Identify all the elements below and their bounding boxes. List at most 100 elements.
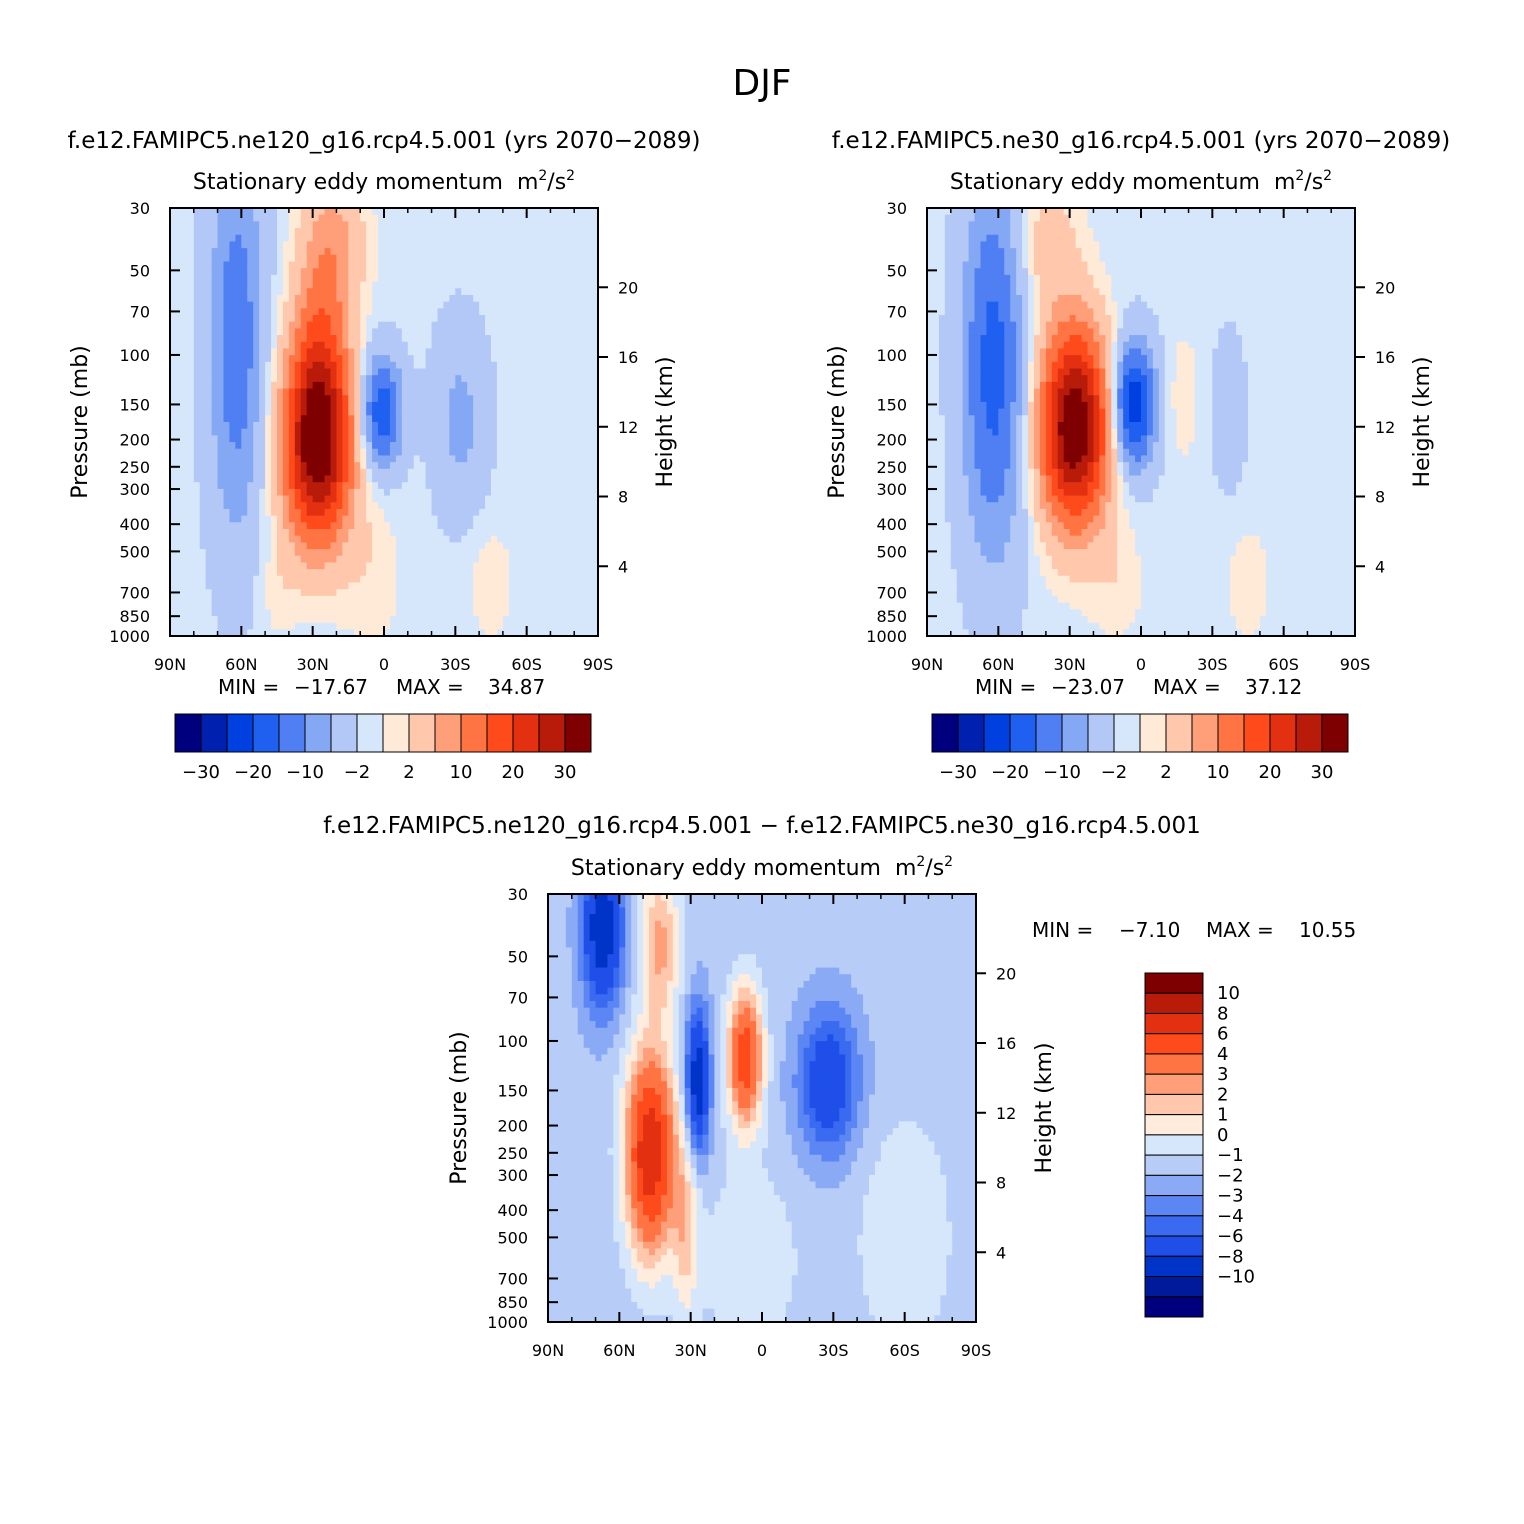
field-cell [253, 422, 260, 430]
field-cell [241, 228, 248, 236]
field-cell [556, 602, 563, 610]
field-cell [175, 575, 183, 584]
field-cell [170, 274, 177, 283]
field-cell [342, 375, 349, 383]
field-cell [366, 595, 373, 604]
field-cell [187, 569, 195, 577]
field-cell [431, 615, 439, 624]
field-cell [247, 348, 254, 356]
field-cell [520, 529, 528, 537]
field-cell [449, 482, 456, 490]
field-cell [419, 415, 427, 423]
field-cell [413, 321, 421, 329]
field-cell [455, 595, 462, 604]
field-cell [336, 468, 343, 477]
field-cell [330, 268, 338, 276]
field-cell [187, 575, 195, 584]
field-cell [384, 622, 391, 630]
field-cell [491, 595, 498, 604]
field-cell [556, 315, 563, 323]
field-cell [253, 428, 260, 436]
field-cell [449, 315, 456, 323]
colorbar-swatch [538, 713, 566, 753]
field-cell [538, 388, 546, 396]
field-cell [395, 375, 403, 383]
field-cell [223, 575, 231, 584]
field-cell [223, 288, 231, 296]
field-cell [526, 274, 534, 283]
field-cell [384, 268, 391, 276]
field-cell [342, 508, 349, 517]
field-cell [562, 355, 569, 363]
field-cell [496, 555, 504, 564]
field-cell [336, 254, 343, 263]
field-cell [312, 529, 320, 537]
field-cell [217, 248, 225, 256]
field-cell [395, 455, 403, 463]
field-cell [413, 221, 421, 229]
field-cell [170, 542, 177, 550]
field-cell [938, 428, 946, 436]
field-cell [544, 495, 552, 503]
field-cell [526, 341, 534, 350]
field-cell [354, 268, 361, 276]
field-cell [187, 274, 195, 283]
field-cell [508, 502, 516, 510]
field-cell [223, 381, 231, 390]
field-cell [342, 208, 349, 216]
field-cell [520, 475, 528, 483]
field-cell [247, 408, 254, 416]
field-cell [491, 629, 498, 637]
field-cell [514, 234, 522, 243]
field-cell [592, 408, 599, 416]
field-cell [217, 435, 225, 443]
field-cell [485, 508, 492, 517]
field-cell [431, 508, 439, 517]
field-cell [944, 348, 952, 356]
field-cell [520, 589, 528, 597]
field-cell [514, 542, 522, 550]
field-cell [419, 375, 427, 383]
field-cell [496, 268, 504, 276]
field-cell [395, 422, 403, 430]
field-cell [586, 462, 593, 470]
field-cell [927, 488, 934, 497]
field-cell [277, 555, 284, 564]
field-cell [324, 515, 332, 523]
field-cell [259, 542, 266, 550]
field-cell [294, 569, 302, 577]
field-cell [496, 381, 504, 390]
field-cell [247, 274, 254, 283]
field-cell [526, 442, 534, 450]
field-cell [354, 569, 361, 577]
field-cell [574, 254, 581, 263]
field-cell [437, 415, 445, 423]
colorbar-swatch [564, 713, 592, 753]
field-cell [467, 569, 474, 577]
field-cell [271, 569, 278, 577]
field-cell [312, 288, 320, 296]
field-cell [927, 602, 934, 610]
field-cell [378, 274, 385, 283]
field-cell [496, 515, 504, 523]
field-cell [508, 241, 516, 249]
field-cell [407, 361, 415, 370]
field-cell [568, 375, 575, 383]
field-cell [556, 274, 563, 283]
field-cell [550, 535, 557, 543]
field-cell [938, 502, 946, 510]
field-cell [330, 435, 338, 443]
field-cell [211, 555, 219, 564]
field-cell [336, 535, 343, 543]
field-cell [324, 495, 332, 503]
field-cell [395, 602, 403, 610]
field-cell [193, 221, 201, 229]
field-cell [170, 622, 177, 630]
field-cell [562, 602, 569, 610]
field-cell [181, 248, 189, 256]
field-cell [473, 355, 480, 363]
field-cell [425, 321, 433, 329]
field-cell [550, 315, 557, 323]
field-cell [407, 535, 415, 543]
field-cell [205, 274, 213, 283]
